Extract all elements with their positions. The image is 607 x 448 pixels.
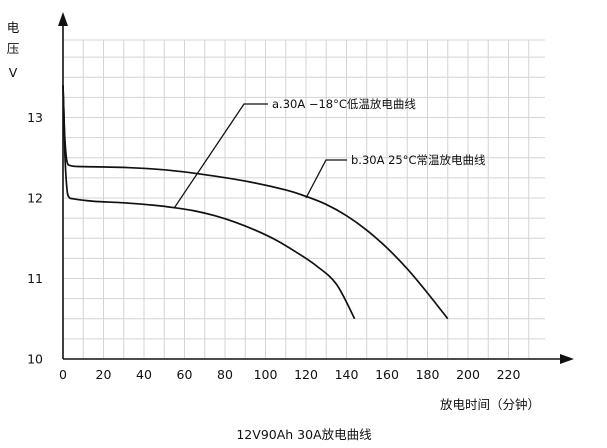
y-tick-label: 11 — [27, 271, 43, 286]
x-tick-label: 100 — [254, 367, 278, 382]
chart-labels: 电 压 V 放电时间（分钟） 12V90Ah 30A放电曲线 — [7, 20, 540, 442]
series-b-leader-line — [305, 159, 347, 199]
series-b-legend-label: b.30A 25°C常温放电曲线 — [351, 153, 486, 167]
x-tick-label: 220 — [497, 367, 521, 382]
x-tick-label: 80 — [217, 367, 233, 382]
chart-title: 12V90Ah 30A放电曲线 — [236, 427, 372, 442]
series-a-legend-label: a.30A −18°C低温放电曲线 — [272, 97, 416, 111]
chart-ticks: 0 20 40 60 80 100 120 140 160 180 200 220 10 11 12 13 — [27, 110, 520, 382]
x-tick-label: 20 — [96, 367, 112, 382]
y-tick-label: 12 — [27, 191, 43, 206]
x-tick-label: 60 — [177, 367, 193, 382]
chart-annotations: a.30A −18°C低温放电曲线 b.30A 25°C常温放电曲线 — [173, 97, 486, 209]
chart-grid — [63, 39, 545, 359]
series-a-line — [62, 85, 356, 320]
y-tick-label: 13 — [27, 110, 43, 125]
x-tick-label: 0 — [59, 367, 67, 382]
series-a-leader-line — [173, 103, 268, 209]
y-axis-label-line-1: 电 — [7, 20, 20, 35]
y-axis-arrow — [58, 12, 68, 26]
x-tick-label: 200 — [456, 367, 480, 382]
y-axis-label-line-2: 压 — [7, 41, 20, 56]
series-b-line — [62, 85, 449, 320]
y-axis-label-line-3: V — [9, 65, 18, 80]
x-tick-label: 40 — [136, 367, 152, 382]
x-tick-label: 180 — [416, 367, 440, 382]
y-tick-label: 10 — [27, 352, 43, 367]
x-tick-label: 120 — [294, 367, 318, 382]
x-axis-label: 放电时间（分钟） — [440, 397, 540, 412]
chart-axes — [58, 12, 574, 364]
x-axis-arrow — [560, 354, 574, 364]
x-tick-label: 160 — [375, 367, 399, 382]
x-tick-label: 140 — [335, 367, 359, 382]
chart-series — [62, 85, 449, 320]
